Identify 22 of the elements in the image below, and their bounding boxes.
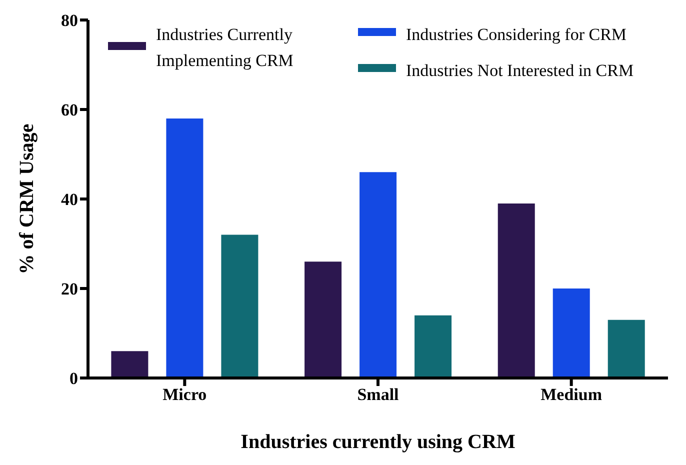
bar <box>221 234 258 378</box>
bar <box>608 320 645 378</box>
bar <box>166 118 204 378</box>
x-tick-label: Micro <box>162 385 207 404</box>
bar <box>414 315 452 378</box>
legend-label: Industries Not Interested in CRM <box>406 60 634 82</box>
bar <box>304 262 342 378</box>
x-tick-label: Medium <box>540 385 602 404</box>
y-axis-title: % of CRM Usage <box>16 124 38 274</box>
y-tick-label: 60 <box>61 100 78 120</box>
y-tick-label: 80 <box>61 11 78 30</box>
legend-label: Industries Considering for CRM <box>406 24 627 46</box>
y-tick-label: 40 <box>61 190 78 210</box>
bar <box>111 351 148 378</box>
x-tick-label: Small <box>357 385 400 404</box>
x-axis-title: Industries currently using CRM <box>240 431 516 453</box>
y-tick-label: 0 <box>70 369 78 388</box>
bar <box>498 203 535 378</box>
y-tick-label: 20 <box>61 280 78 299</box>
bar <box>552 288 590 378</box>
legend-label: Industries Currently Implementing CRM <box>156 24 294 72</box>
bar <box>360 172 397 378</box>
